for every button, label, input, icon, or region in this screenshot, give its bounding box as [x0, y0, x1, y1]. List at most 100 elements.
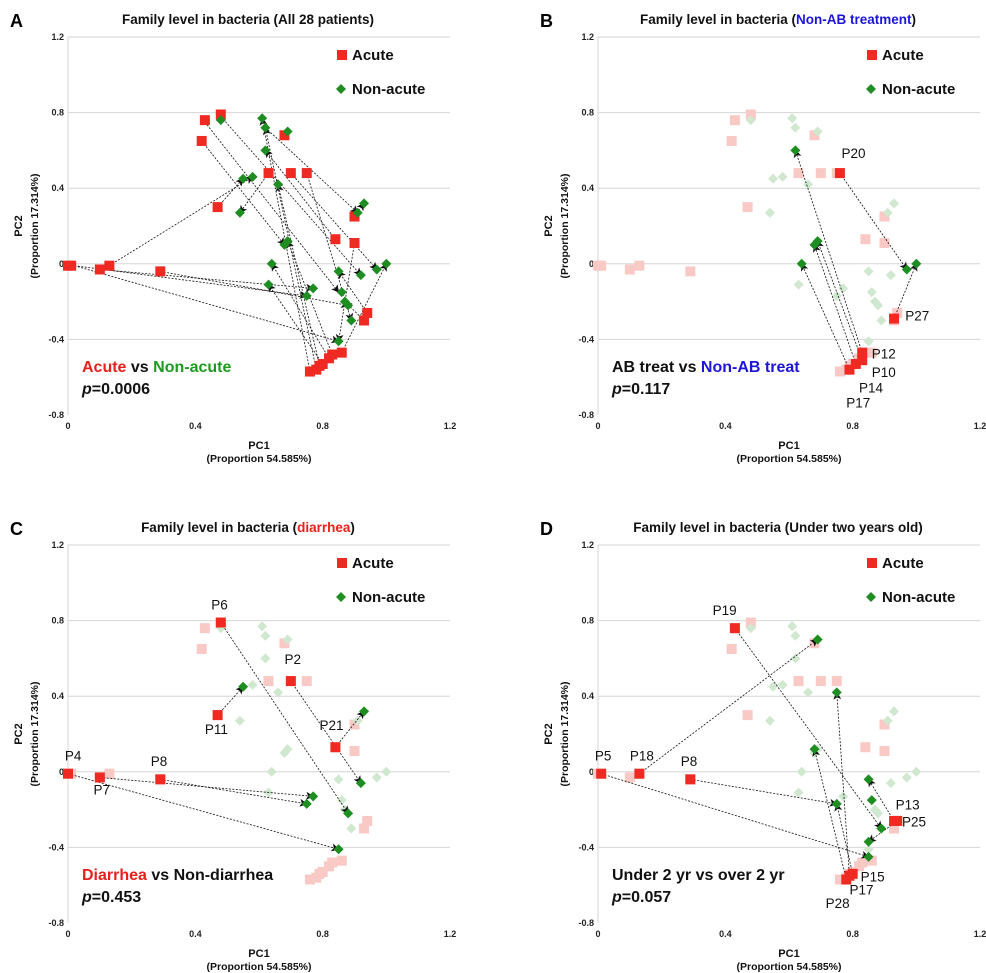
chart-title-part: ) — [912, 12, 917, 27]
faded-nonacute-point — [901, 772, 912, 783]
comparison-text: Acute vs Non-acute — [82, 359, 231, 376]
change-arrow — [834, 802, 854, 874]
patient-label: P28 — [826, 896, 850, 911]
acute-point — [844, 364, 855, 375]
acute-point — [634, 768, 645, 779]
y-tick-label: 0 — [589, 259, 594, 269]
x-axis-title: PC1 — [778, 440, 799, 452]
change-arrow — [239, 172, 269, 214]
panel-a: A Family level in bacteria (All 28 patien… — [10, 11, 456, 465]
y-axis-subtitle: (Proportion 17.314%) — [559, 173, 571, 278]
change-arrow — [286, 240, 333, 355]
patient-label: P18 — [630, 748, 654, 763]
y-axis-subtitle: (Proportion 17.314%) — [29, 681, 41, 786]
chart-title-part: Family level in bacteria ( — [141, 520, 298, 535]
p-value: p=0.453 — [81, 889, 141, 906]
nonacute-point — [790, 145, 801, 156]
faded-acute-point — [726, 643, 737, 654]
acute-point — [857, 347, 868, 358]
faded-acute-point — [349, 746, 360, 757]
faded-acute-point — [793, 168, 804, 179]
change-arrow — [105, 176, 254, 268]
faded-acute-point — [263, 676, 274, 687]
faded-nonacute-point — [234, 715, 245, 726]
panel-letter: A — [10, 11, 23, 31]
x-tick-label: 0.8 — [846, 421, 859, 431]
acute-point — [834, 168, 845, 179]
faded-acute-point — [793, 676, 804, 687]
change-arrow — [264, 149, 336, 240]
faded-acute-point — [879, 238, 890, 249]
faded-nonacute-point — [745, 623, 756, 634]
p-symbol: p — [81, 381, 92, 398]
patient-label: P17 — [846, 395, 870, 410]
x-tick-label: 0.4 — [189, 929, 202, 939]
legend-nonacute-label: Non-acute — [882, 589, 955, 606]
faded-acute-point — [879, 719, 890, 730]
faded-nonacute-point — [266, 766, 277, 777]
faded-nonacute-point — [885, 778, 896, 789]
patient-label: P8 — [681, 754, 698, 769]
x-axis-subtitle: (Proportion 54.585%) — [206, 961, 311, 973]
faded-nonacute-point — [793, 787, 804, 798]
legend-acute-marker — [337, 558, 347, 568]
nonacute-point — [352, 207, 363, 218]
comparison-part: vs Non-diarrhea — [147, 867, 273, 884]
faded-acute-point — [196, 643, 207, 654]
faded-acute-point — [359, 823, 370, 834]
nonacute-point — [266, 258, 277, 269]
comparison-part: vs — [126, 359, 153, 376]
p-value: p=0.117 — [611, 381, 670, 398]
x-axis-subtitle: (Proportion 54.585%) — [736, 961, 841, 973]
x-tick-label: 0.4 — [719, 421, 732, 431]
patient-label: P11 — [205, 722, 228, 737]
x-tick-label: 0 — [595, 929, 600, 939]
patient-label: P10 — [872, 365, 896, 380]
faded-acute-point — [624, 772, 635, 783]
nonacute-point — [238, 173, 249, 184]
acute-point — [349, 238, 360, 249]
legend-acute-marker — [867, 558, 877, 568]
acute-point — [263, 168, 274, 179]
patient-label: P7 — [93, 782, 110, 797]
change-arrow — [816, 240, 863, 361]
faded-nonacute-point — [764, 715, 775, 726]
nonacute-point — [273, 179, 284, 190]
acute-point — [336, 347, 347, 358]
y-axis-title: PC2 — [13, 215, 25, 236]
faded-acute-point — [634, 260, 645, 271]
chart-title-part: Family level in bacteria (Under two year… — [633, 520, 923, 535]
nonacute-point — [282, 126, 293, 137]
nonacute-point — [863, 836, 874, 847]
nonacute-point — [359, 198, 370, 209]
chart-title-part: Family level in bacteria ( — [640, 12, 797, 27]
nonacute-point — [355, 778, 366, 789]
x-tick-label: 0 — [595, 421, 600, 431]
patient-label: P19 — [713, 603, 737, 618]
change-arrow — [220, 116, 362, 276]
faded-nonacute-point — [346, 823, 357, 834]
acute-point — [66, 260, 77, 271]
faded-acute-point — [279, 638, 290, 649]
change-arrow — [259, 117, 311, 372]
faded-acute-point — [199, 623, 210, 634]
faded-nonacute-point — [381, 766, 392, 777]
x-axis-subtitle: (Proportion 54.585%) — [736, 453, 841, 465]
faded-nonacute-point — [260, 653, 271, 664]
chart-title-part: Family level in bacteria (All 28 patient… — [122, 12, 374, 27]
change-arrow — [290, 172, 378, 271]
y-tick-label: 0.4 — [581, 691, 594, 701]
faded-nonacute-point — [803, 179, 814, 190]
x-axis-title: PC1 — [248, 440, 269, 452]
faded-acute-point — [879, 211, 890, 222]
y-tick-label: -0.4 — [48, 334, 64, 344]
acute-point — [850, 358, 861, 369]
acute-point — [212, 202, 223, 213]
change-arrow — [271, 262, 330, 359]
nonacute-point — [282, 236, 293, 247]
x-tick-label: 0 — [65, 929, 70, 939]
faded-nonacute-point — [882, 207, 893, 218]
chart-title: Family level in bacteria (All 28 patient… — [122, 12, 374, 27]
patient-label: P21 — [319, 718, 343, 733]
